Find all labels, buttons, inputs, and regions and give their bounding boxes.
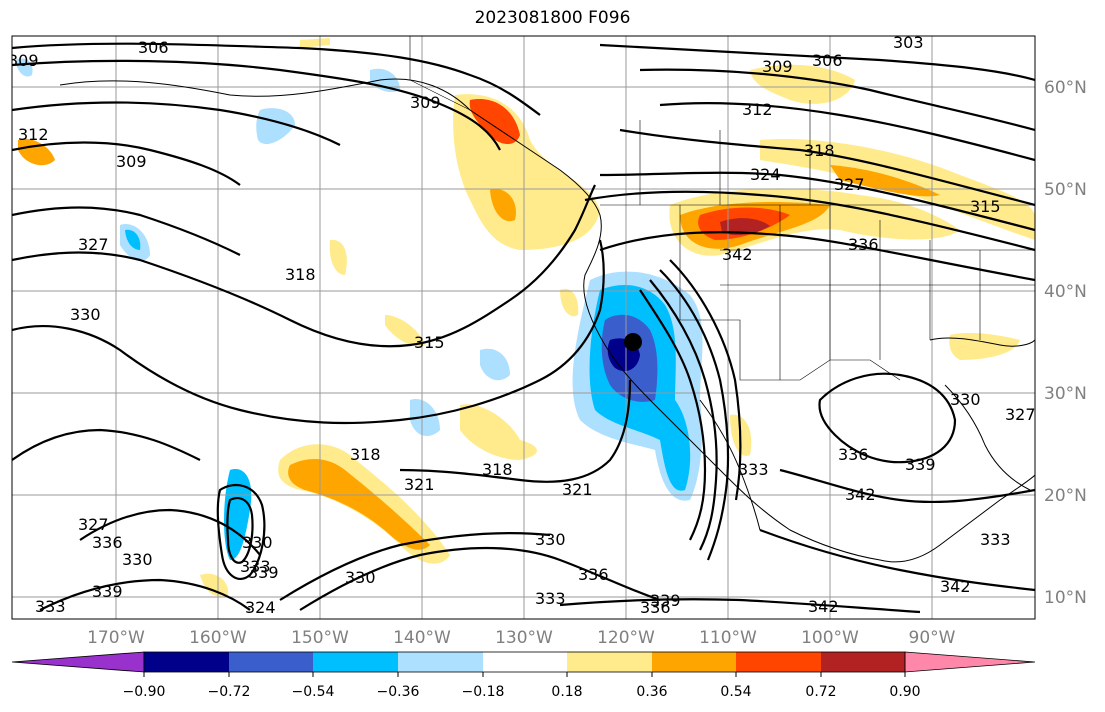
contour-label-layer: 306 303 309 306 309 312 312 309 309 318 …: [8, 33, 1036, 617]
colorbar-tick-label: −0.36: [377, 684, 420, 700]
contour-label: 330: [242, 533, 273, 552]
contour-label: 333: [980, 530, 1011, 549]
storm-center-marker: [624, 333, 642, 351]
contour-label: 333: [738, 460, 769, 479]
contour-label: 315: [970, 197, 1001, 216]
lat-label: 50°N: [1044, 180, 1087, 200]
contour-label: 327: [78, 235, 109, 254]
colorbar-tick-label: 0.18: [551, 684, 582, 700]
contour-label: 318: [350, 445, 381, 464]
contour-label: 324: [245, 598, 276, 617]
colorbar-segment: [313, 652, 398, 672]
lon-label: 130°W: [495, 628, 553, 648]
contour-label: 318: [285, 265, 316, 284]
contour-label: 324: [750, 165, 781, 184]
map-frame: [11, 35, 1036, 620]
longitude-labels: 170°W 160°W 150°W 140°W 130°W 120°W 110°…: [87, 628, 956, 648]
lat-label: 10°N: [1044, 588, 1087, 608]
lon-label: 100°W: [801, 628, 859, 648]
contour-label: 339: [905, 455, 936, 474]
contour-label: 327: [834, 175, 865, 194]
contour-label: 315: [414, 333, 445, 352]
contour-label: 309: [410, 93, 441, 112]
contour-label: 342: [722, 245, 753, 264]
lon-label: 90°W: [909, 628, 956, 648]
contour-label: 318: [482, 460, 513, 479]
contour-label: 309: [8, 51, 39, 70]
colorbar-tick-label: −0.72: [208, 684, 251, 700]
contour-label: 342: [845, 485, 876, 504]
contour-label: 330: [950, 390, 981, 409]
lon-label: 150°W: [291, 628, 349, 648]
colorbar-tick-label: 0.54: [720, 684, 751, 700]
lon-label: 110°W: [699, 628, 757, 648]
contour-label: 333: [535, 589, 566, 608]
contour-label: 306: [812, 51, 843, 70]
map-title: 2023081800 F096: [474, 8, 631, 28]
colorbar-segment: [567, 652, 652, 672]
contour-label: 321: [562, 480, 593, 499]
contour-label: 318: [804, 141, 835, 160]
colorbar-tick-label: −0.54: [292, 684, 335, 700]
colorbar-tick-label: 0.36: [636, 684, 667, 700]
contour-label: 309: [116, 152, 147, 171]
contour-label: 342: [940, 577, 971, 596]
colorbar-segment: [821, 652, 905, 672]
contour-label: 330: [122, 550, 153, 569]
contour-lines: [12, 42, 1035, 614]
contour-label: 336: [848, 235, 879, 254]
political-borders: [409, 36, 1035, 381]
lat-label: 20°N: [1044, 486, 1087, 506]
contour-label: 342: [808, 597, 839, 616]
colorbar-outline: [143, 651, 906, 673]
contour-label: 339: [650, 591, 681, 610]
colorbar-segment: [736, 652, 821, 672]
colorbar: −0.90 −0.72 −0.54 −0.36 −0.18 0.18 0.36 …: [11, 651, 1036, 700]
colorbar-extend-high: [904, 651, 1036, 673]
colorbar-segment: [144, 652, 229, 672]
colorbar-tick-label: −0.18: [462, 684, 505, 700]
contour-label: 333: [35, 597, 66, 616]
contour-label: 339: [92, 582, 123, 601]
contour-label: 336: [92, 533, 123, 552]
lat-label: 40°N: [1044, 282, 1087, 302]
colorbar-tick-label: 0.90: [889, 684, 920, 700]
contour-label: 327: [1005, 405, 1036, 424]
contour-label: 339: [248, 563, 279, 582]
contour-label: 327: [78, 515, 109, 534]
colorbar-extend-low: [11, 651, 145, 673]
contour-label: 306: [138, 38, 169, 57]
contour-label: 309: [762, 57, 793, 76]
lon-label: 160°W: [189, 628, 247, 648]
colorbar-segment: [483, 652, 567, 672]
contour-label: 333: [240, 557, 271, 576]
colorbar-tick-label: 0.72: [805, 684, 836, 700]
contour-label: 303: [893, 33, 924, 52]
contour-label: 330: [345, 568, 376, 587]
colorbar-segment: [652, 652, 736, 672]
contour-label: 330: [535, 530, 566, 549]
lon-label: 170°W: [87, 628, 145, 648]
lat-label: 30°N: [1044, 384, 1087, 404]
colorbar-tick-label: −0.90: [123, 684, 166, 700]
contour-label: 336: [838, 445, 869, 464]
contour-label: 312: [18, 125, 49, 144]
contour-label: 336: [578, 565, 609, 584]
colorbar-segment: [398, 652, 483, 672]
colorbar-segment: [229, 652, 313, 672]
contour-label: 336: [640, 598, 671, 617]
lon-label: 120°W: [597, 628, 655, 648]
latitude-labels: 60°N 50°N 40°N 30°N 20°N 10°N: [1044, 78, 1087, 608]
lat-label: 60°N: [1044, 78, 1087, 98]
contour-label: 321: [404, 475, 435, 494]
contour-label: 330: [70, 305, 101, 324]
lon-label: 140°W: [393, 628, 451, 648]
contour-label: 312: [742, 100, 773, 119]
